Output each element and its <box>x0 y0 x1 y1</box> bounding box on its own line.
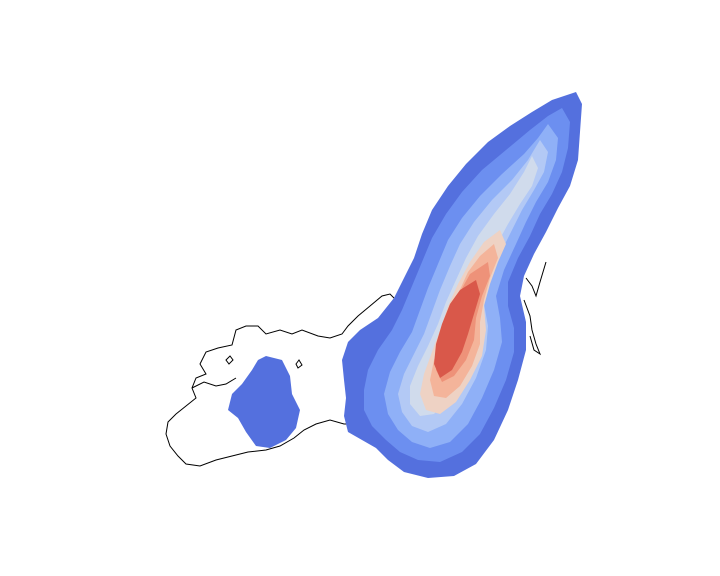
inner-boundary <box>191 377 237 389</box>
density-contours <box>342 92 582 478</box>
density-blob-west <box>228 356 300 448</box>
density-level-9-peak <box>434 280 480 378</box>
lake-outline-2 <box>295 359 303 369</box>
lake-outline <box>225 355 234 365</box>
density-level-1-west <box>228 356 300 448</box>
east-coastline <box>523 299 542 356</box>
east-coastline-fragment <box>525 261 547 298</box>
